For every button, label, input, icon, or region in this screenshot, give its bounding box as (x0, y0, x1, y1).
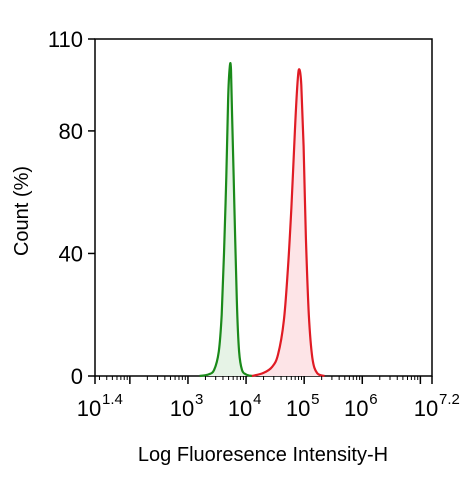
series-2-line (251, 68, 325, 378)
x-tick-exponent: 6 (369, 391, 377, 408)
x-tick-exponent: 1.4 (102, 391, 123, 408)
x-tick-label: 10 (344, 396, 368, 421)
x-tick-label: 10 (77, 396, 101, 421)
y-tick-label: 110 (48, 27, 83, 52)
series-1-line (199, 62, 253, 378)
x-tick-exponent: 4 (253, 391, 261, 408)
x-tick-label: 10 (170, 396, 194, 421)
y-axis-title: Count (%) (11, 166, 33, 256)
x-tick-exponent: 5 (311, 391, 319, 408)
series-layer (199, 62, 325, 378)
x-tick-label: 10 (414, 396, 438, 421)
y-tick-label: 0 (71, 364, 83, 389)
x-tick-label: 10 (228, 396, 252, 421)
x-tick-exponent: 7.2 (439, 391, 460, 408)
series-2-fill (251, 69, 325, 376)
plot-area (94, 38, 433, 377)
x-tick-label: 10 (286, 396, 310, 421)
y-tick-label: 40 (59, 241, 83, 266)
x-axis-title: Log Fluoresence Intensity-H (138, 444, 388, 466)
x-tick-exponent: 3 (195, 391, 203, 408)
y-tick-label: 80 (59, 119, 83, 144)
plot-frame (94, 38, 433, 377)
